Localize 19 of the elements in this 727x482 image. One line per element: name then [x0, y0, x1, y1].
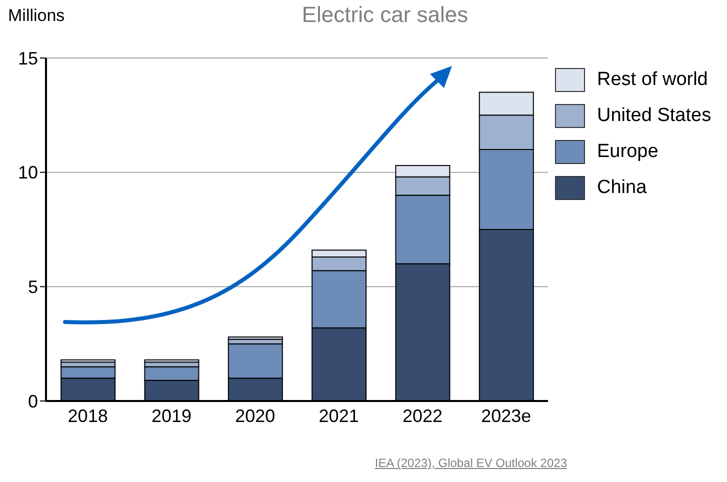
x-tick-label: 2023e — [481, 406, 532, 426]
x-tick-label: 2020 — [235, 406, 276, 426]
y-axis-title: Millions — [8, 6, 65, 26]
text: IEA (2023), Global EV Outlook 2023 — [374, 456, 567, 470]
bar — [60, 359, 116, 363]
y-tick-label: 10 — [18, 162, 38, 183]
x-tick-label: 2019 — [151, 406, 192, 426]
y-tick-label: 0 — [28, 391, 38, 412]
x-tick-label: 2018 — [68, 406, 108, 426]
legend-label: Europe — [597, 141, 658, 163]
y-tick-label: 5 — [28, 277, 38, 298]
chart-title: Electric car sales — [300, 2, 470, 28]
legend-label: United States — [597, 105, 712, 127]
x-tick-label: 2022 — [402, 406, 443, 426]
x-tick-label: 2021 — [318, 406, 359, 426]
legend-label: China — [597, 177, 647, 199]
legend-label: Rest of world — [597, 69, 708, 91]
y-tick-label: 15 — [18, 48, 38, 68]
bar — [144, 359, 200, 363]
